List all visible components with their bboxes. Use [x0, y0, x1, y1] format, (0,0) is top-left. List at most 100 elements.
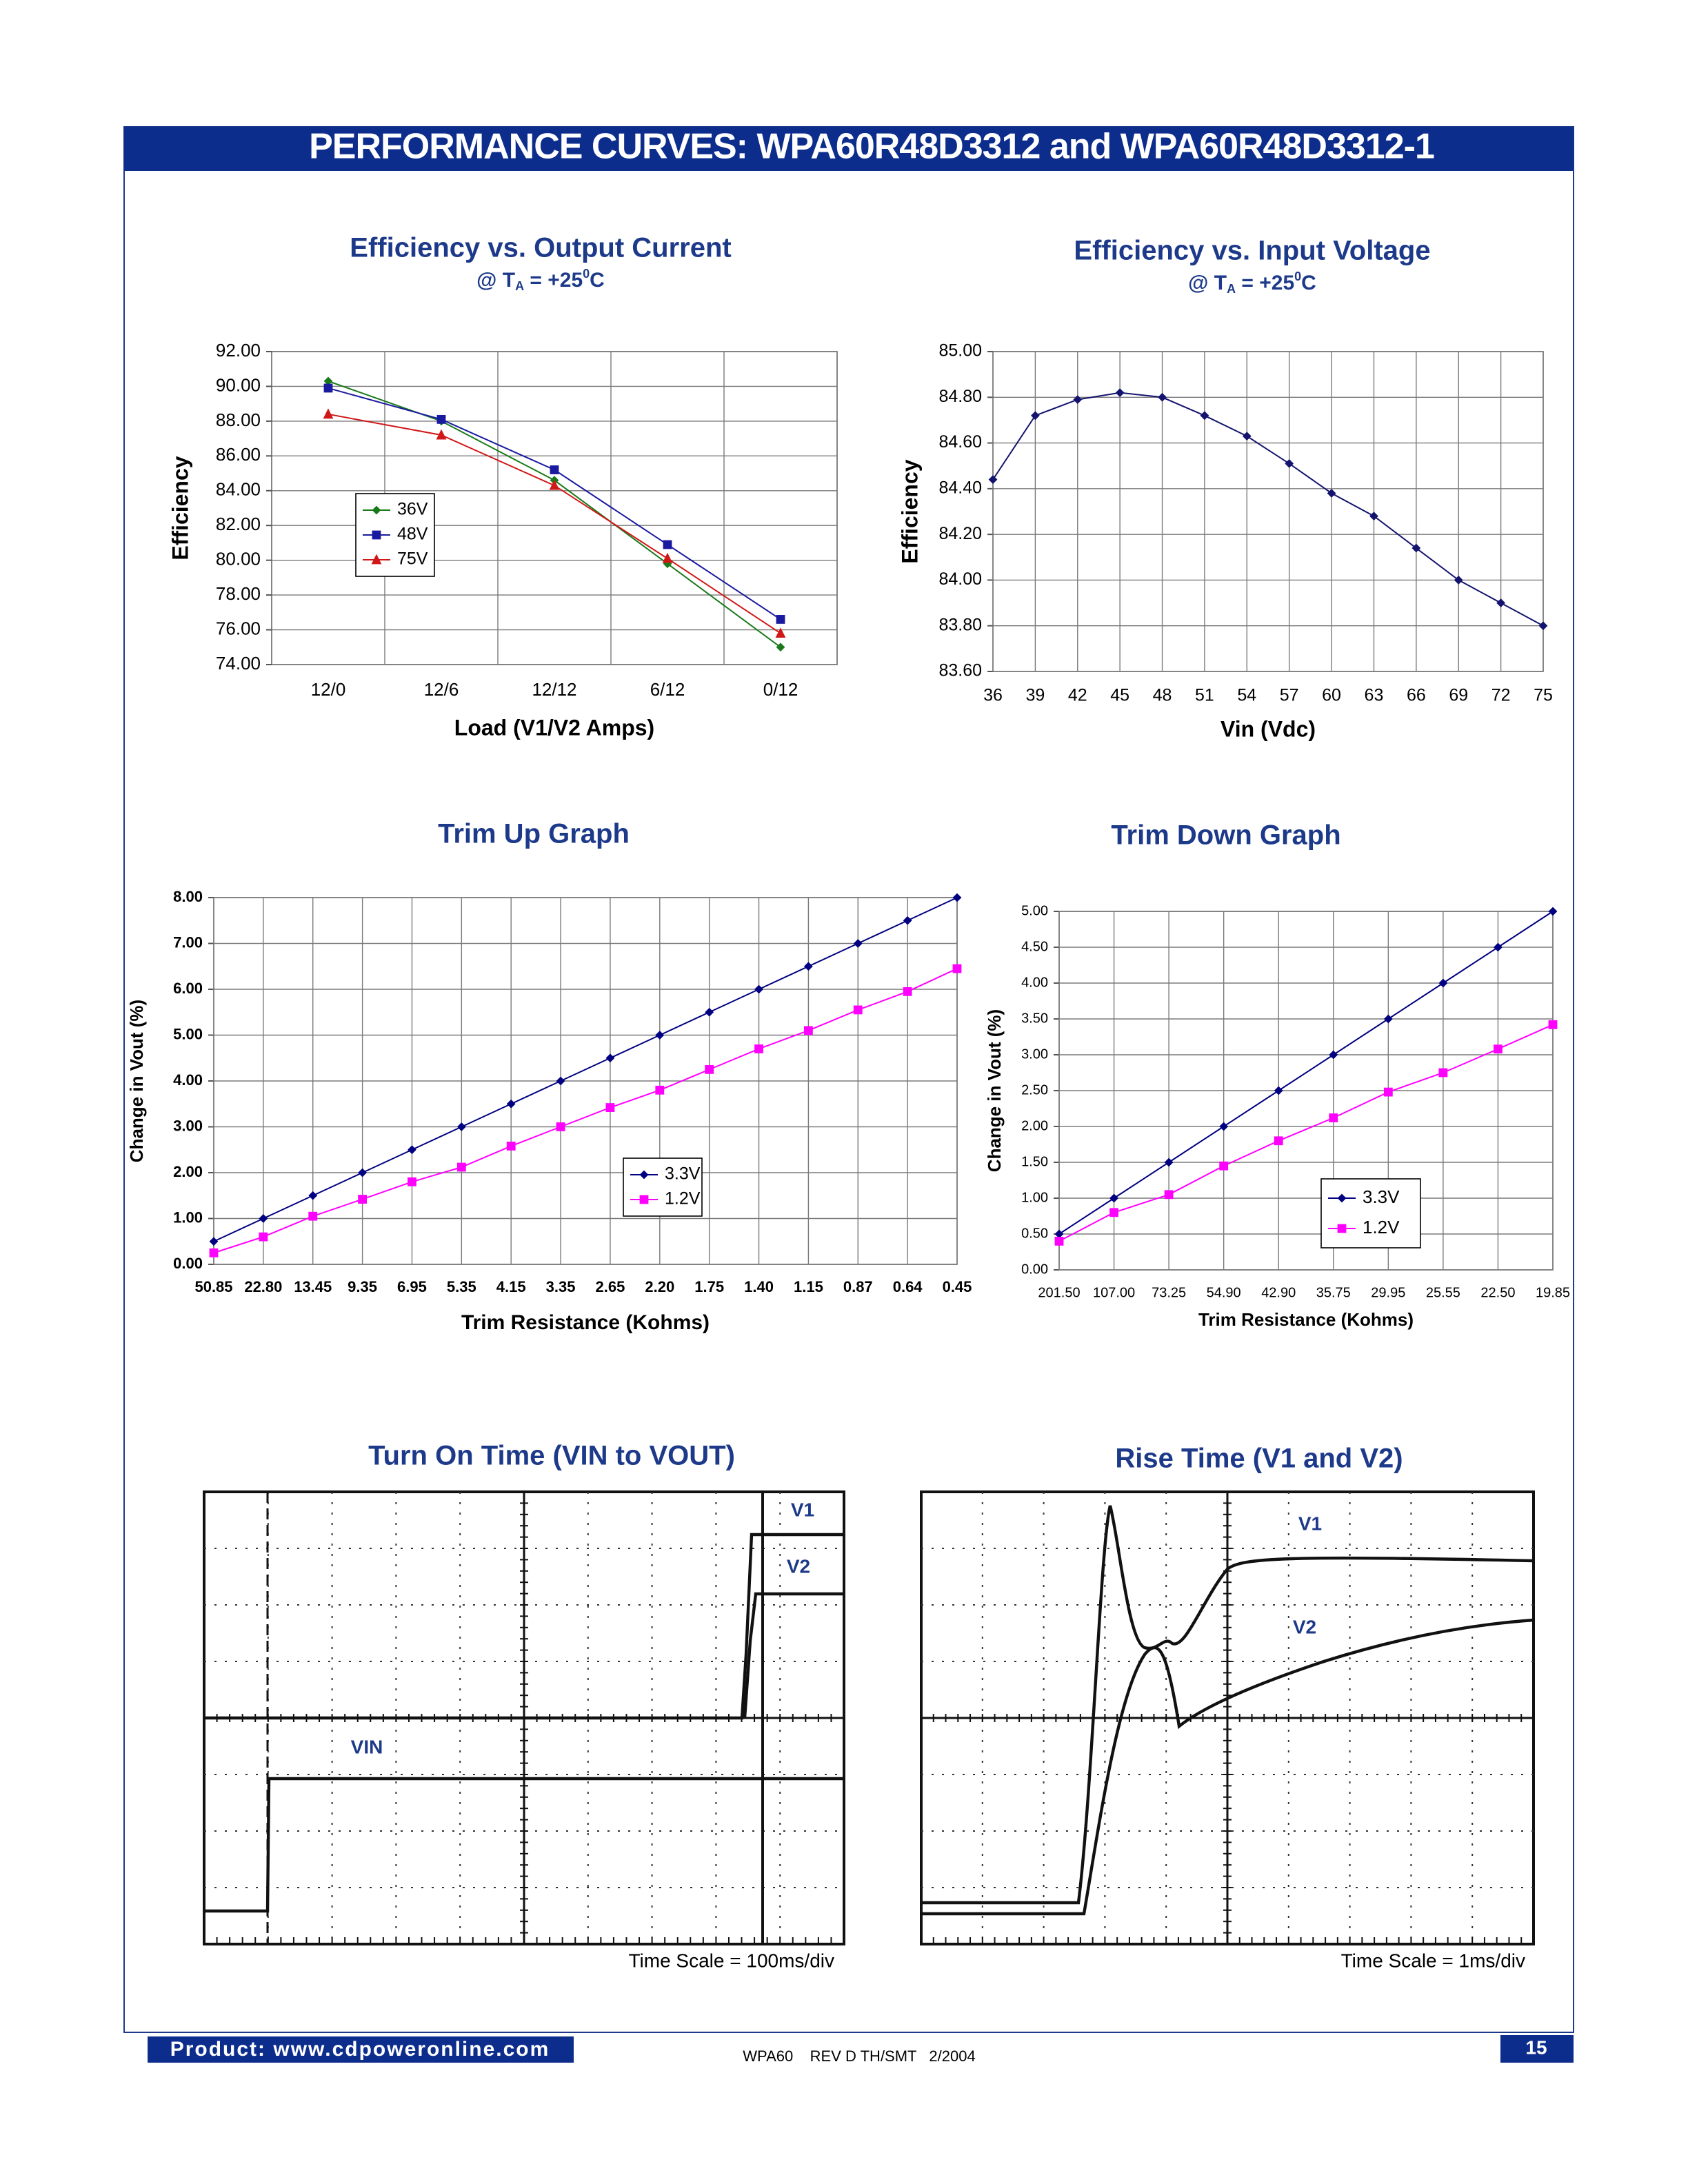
y-tick-label: 0.50 [1021, 1226, 1048, 1241]
marker [1200, 411, 1209, 421]
marker [456, 1162, 466, 1172]
marker [209, 1237, 219, 1246]
marker [1274, 1086, 1283, 1095]
y-tick-label: 2.00 [173, 1163, 203, 1180]
marker [1109, 1208, 1118, 1217]
series-line [1058, 1024, 1554, 1242]
marker [456, 1122, 466, 1131]
y-tick-label: 92.00 [216, 340, 261, 361]
x-tick-label: 54 [1237, 686, 1256, 705]
x-tick-label: 22.80 [244, 1278, 282, 1295]
x-tick-label: 0.87 [843, 1278, 873, 1295]
scope-plot: Rise Time (V1 and V2) V1 V2 Time Scale =… [920, 1444, 1535, 1971]
y-tick-label: 4.50 [1021, 939, 1048, 954]
y-tick-label: 74.00 [216, 653, 261, 674]
marker [655, 1031, 665, 1040]
marker [1494, 1044, 1503, 1054]
x-tick-label: 6/12 [650, 679, 685, 700]
x-tick-label: 12/0 [311, 679, 346, 700]
scope-title: Rise Time (V1 and V2) [1115, 1444, 1403, 1474]
legend-marker [639, 1170, 649, 1180]
legend-marker [639, 1195, 649, 1204]
series-line [992, 392, 1544, 627]
marker [705, 1064, 714, 1074]
x-tick-label: 66 [1407, 686, 1426, 705]
x-axis-label: Trim Resistance (Kohms) [461, 1311, 710, 1334]
y-tick-label: 6.00 [173, 980, 203, 997]
y-tick-label: 3.00 [173, 1117, 203, 1134]
legend-marker [371, 554, 382, 565]
x-tick-label: 22.50 [1480, 1285, 1515, 1300]
x-tick-label: 60 [1322, 686, 1341, 705]
y-tick-label: 76.00 [216, 618, 261, 638]
y-tick-label: 4.00 [173, 1071, 203, 1089]
subtitle-part: 0 [583, 267, 590, 281]
marker [209, 1248, 219, 1257]
x-tick-label: 9.35 [348, 1278, 377, 1295]
x-tick-label: 29.95 [1371, 1285, 1405, 1300]
marker [259, 1232, 268, 1242]
trace-label: VIN [351, 1736, 383, 1757]
chart-title: Efficiency vs. Output Current [350, 233, 731, 263]
legend-box [1320, 1178, 1421, 1248]
marker [1054, 1229, 1064, 1239]
chart-subtitle: @ TA = +250C [1188, 270, 1316, 296]
header-bar [124, 127, 1574, 171]
marker [1054, 1237, 1064, 1246]
chart-title: Trim Down Graph [1111, 820, 1340, 851]
marker [1329, 1050, 1338, 1060]
marker [549, 479, 560, 490]
x-tick-label: 12/6 [424, 679, 459, 700]
y-tick-label: 5.00 [173, 1025, 203, 1042]
marker [903, 987, 912, 996]
y-tick-label: 0.00 [1021, 1262, 1048, 1277]
legend-marker [1337, 1193, 1347, 1203]
marker [1164, 1190, 1174, 1200]
marker [259, 1214, 268, 1223]
marker [804, 962, 813, 971]
marker [358, 1195, 367, 1204]
x-tick-label: 2.65 [596, 1278, 625, 1295]
y-tick-label: 90.00 [216, 374, 261, 395]
marker [556, 1076, 565, 1086]
marker [1158, 392, 1167, 402]
x-tick-label: 42 [1068, 686, 1087, 705]
series-line [213, 968, 958, 1254]
x-tick-label: 72 [1491, 686, 1511, 705]
x-tick-label: 107.00 [1093, 1285, 1135, 1300]
x-tick-label: 4.15 [496, 1278, 526, 1295]
y-tick-label: 3.50 [1021, 1011, 1048, 1026]
trace-v2 [921, 1618, 1534, 1916]
marker [1383, 1014, 1393, 1024]
marker [323, 376, 333, 386]
x-tick-label: 39 [1025, 686, 1045, 705]
marker [775, 627, 786, 638]
trace-label: V1 [791, 1499, 814, 1520]
legend-marker [372, 530, 381, 540]
x-tick-label: 19.85 [1536, 1285, 1570, 1300]
trace-v1 [204, 1533, 844, 1720]
y-tick-label: 84.20 [938, 524, 982, 543]
marker [323, 383, 333, 393]
marker [1285, 459, 1294, 468]
marker [655, 1085, 665, 1095]
marker [776, 643, 785, 652]
marker [506, 1099, 516, 1109]
marker [1411, 543, 1421, 553]
x-axis-label: Vin (Vdc) [1220, 716, 1316, 741]
marker [1073, 395, 1083, 404]
marker [705, 1007, 714, 1017]
legend-marker [372, 505, 381, 515]
chart-title: Trim Up Graph [438, 819, 630, 849]
page-number-box [1500, 2035, 1574, 2063]
trace-label: V1 [1298, 1513, 1322, 1534]
x-tick-label: 1.15 [794, 1278, 823, 1295]
y-tick-label: 84.40 [938, 478, 982, 497]
marker [1327, 489, 1336, 498]
x-tick-label: 69 [1449, 686, 1468, 705]
x-tick-label: 48 [1153, 686, 1172, 705]
marker [1383, 1087, 1393, 1097]
x-tick-label: 25.55 [1426, 1285, 1460, 1300]
x-tick-label: 63 [1365, 686, 1384, 705]
